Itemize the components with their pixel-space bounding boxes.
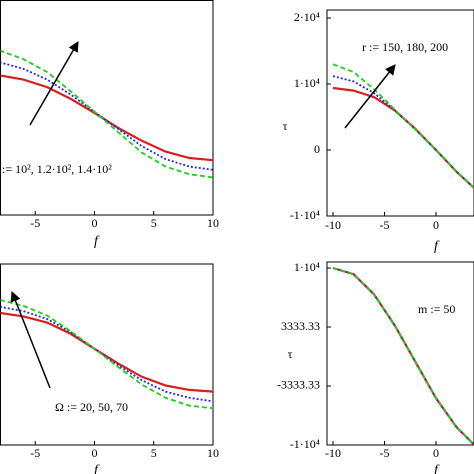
x-tick-label: 0 bbox=[92, 446, 98, 460]
y-axis-label: τ bbox=[288, 347, 293, 361]
series-line bbox=[0, 74, 213, 162]
annotation: r := 150, 180, 200 bbox=[362, 40, 448, 54]
x-tick-label: -5 bbox=[380, 446, 390, 460]
arrow bbox=[29, 41, 79, 126]
x-tick-label: -5 bbox=[30, 216, 40, 230]
plot-lines bbox=[332, 266, 474, 445]
arrow bbox=[10, 291, 51, 389]
x-axis-label: f bbox=[434, 463, 440, 474]
x-tick-label: 5 bbox=[151, 446, 157, 460]
x-tick-label: 10 bbox=[207, 216, 219, 230]
y-tick-label: 1·10⁴ bbox=[294, 260, 320, 274]
series-line bbox=[332, 63, 474, 190]
x-tick-label: 5 bbox=[151, 216, 157, 230]
series-line bbox=[332, 266, 474, 445]
series-line bbox=[0, 61, 213, 171]
series-line bbox=[0, 49, 213, 179]
series-line bbox=[0, 311, 213, 393]
annotation: := 10², 1.2·10², 1.4·10² bbox=[2, 162, 112, 176]
x-tick-label: -10 bbox=[325, 446, 341, 460]
y-tick-label: -1·10⁴ bbox=[290, 437, 320, 451]
plot-frame bbox=[0, 0, 214, 216]
plot-frame bbox=[326, 261, 474, 446]
y-tick-label: 3333.33 bbox=[281, 319, 320, 333]
plot-frame bbox=[326, 9, 474, 217]
y-tick-label: 0 bbox=[314, 142, 320, 156]
x-tick-label: 0 bbox=[433, 218, 439, 232]
annotation: m := 50 bbox=[418, 302, 455, 316]
plot-lines bbox=[0, 49, 213, 179]
plot-frame bbox=[0, 263, 214, 446]
x-axis-label: f bbox=[434, 239, 440, 254]
plot-lines bbox=[332, 63, 474, 190]
y-tick-label: -3333.33 bbox=[277, 378, 320, 392]
x-tick-label: 0 bbox=[433, 446, 439, 460]
y-tick-label: 2·10⁴ bbox=[294, 10, 320, 24]
x-tick-label: -5 bbox=[380, 218, 390, 232]
x-axis-label: f bbox=[94, 234, 100, 249]
series-line bbox=[332, 75, 474, 190]
annotation: Ω := 20, 50, 70 bbox=[55, 400, 128, 414]
y-axis-label: τ bbox=[283, 119, 288, 133]
x-tick-label: -10 bbox=[325, 218, 341, 232]
series-line bbox=[332, 267, 474, 445]
y-tick-label: 1·10⁴ bbox=[294, 76, 320, 90]
x-tick-label: -5 bbox=[30, 446, 40, 460]
series-line bbox=[0, 299, 213, 410]
series-line bbox=[332, 86, 474, 190]
x-axis-label: f bbox=[94, 463, 100, 474]
x-tick-label: 10 bbox=[207, 446, 219, 460]
x-tick-label: 0 bbox=[92, 216, 98, 230]
y-tick-label: -1·10⁴ bbox=[290, 208, 320, 222]
arrow bbox=[344, 64, 396, 129]
plot-lines bbox=[0, 299, 213, 410]
